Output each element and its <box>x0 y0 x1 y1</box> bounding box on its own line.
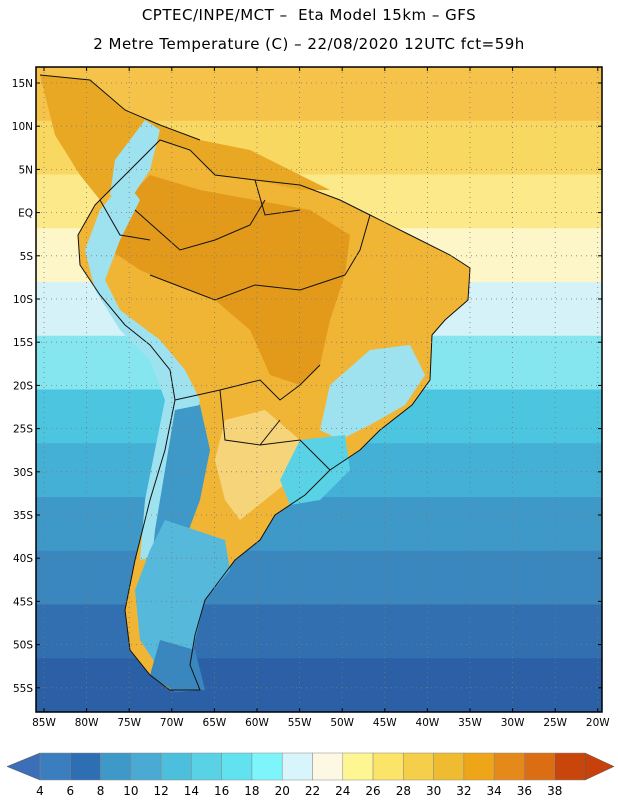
colorbar-label: 22 <box>305 784 320 798</box>
lat-label: 10S <box>13 294 33 306</box>
lon-label: 20W <box>586 717 610 729</box>
patagonia-cold <box>135 520 230 670</box>
colorbar-label: 6 <box>66 784 74 798</box>
south-paler-region <box>215 410 300 520</box>
tierra-del-fuego <box>150 640 205 692</box>
colorbar-arrow-left <box>6 752 41 781</box>
colorbar-label: 12 <box>153 784 168 798</box>
lon-label: 70W <box>160 717 184 729</box>
colorbar-label: 8 <box>97 784 105 798</box>
colorbar-label: 16 <box>214 784 229 798</box>
colorbar-swatch <box>372 752 404 781</box>
chart-title-line-2: 2 Metre Temperature (C) – 22/08/2020 12U… <box>93 35 525 53</box>
colorbar-swatch <box>433 752 465 781</box>
lon-label: 60W <box>245 717 269 729</box>
lat-label: 10N <box>12 121 33 133</box>
colorbar-swatch <box>342 752 374 781</box>
ocean-band <box>36 604 602 660</box>
colorbar-swatch <box>70 752 101 781</box>
colorbar-swatch <box>130 752 162 781</box>
longitude-labels: 85W 80W 75W 70W 65W 60W 55W 50W 45W 40W 35W 30W 25W 2… <box>32 717 610 729</box>
lon-label: 25W <box>543 717 567 729</box>
lon-label: 30W <box>501 717 525 729</box>
ocean-band <box>36 658 602 712</box>
colorbar-swatch <box>312 752 344 781</box>
colorbar-swatch <box>251 752 283 781</box>
colorbar-label: 28 <box>396 784 411 798</box>
ocean-band <box>36 497 602 552</box>
lon-label: 50W <box>330 717 354 729</box>
colorbar: 4 6 8 10 12 14 16 18 20 22 24 26 28 30 32 34 36 38 <box>6 752 615 798</box>
lat-label: EQ <box>18 208 33 220</box>
colorbar-swatch <box>554 752 586 781</box>
country-borders <box>39 74 471 691</box>
colorbar-swatch <box>493 752 525 781</box>
lon-label: 75W <box>117 717 141 729</box>
lat-label: 30S <box>13 467 33 479</box>
lat-label: 20S <box>13 380 33 392</box>
colorbar-label: 32 <box>456 784 471 798</box>
colorbar-label: 38 <box>547 784 562 798</box>
lon-label: 35W <box>458 717 482 729</box>
colorbar-label: 30 <box>426 784 441 798</box>
colorbar-label: 10 <box>123 784 138 798</box>
colorbar-label: 24 <box>335 784 350 798</box>
lat-label: 5S <box>20 251 34 263</box>
colorbar-swatch <box>403 752 434 781</box>
colorbar-swatch <box>524 752 555 781</box>
chart-title-line-1: CPTEC/INPE/MCT – Eta Model 15km – GFS <box>141 6 477 24</box>
colorbar-label: 36 <box>517 784 532 798</box>
colorbar-swatch <box>191 752 222 781</box>
colombia-highlands <box>110 120 160 200</box>
lon-label: 65W <box>203 717 227 729</box>
lat-label: 15S <box>13 337 33 349</box>
lat-label: 50S <box>13 640 33 652</box>
lat-label: 15N <box>12 78 33 90</box>
south-brazil-cool <box>280 435 350 505</box>
lat-label: 5N <box>18 164 33 176</box>
ocean-band <box>36 550 602 606</box>
colorbar-swatch <box>463 752 495 781</box>
lon-label: 85W <box>32 717 56 729</box>
northern-coast-land <box>40 75 330 200</box>
lon-label: 40W <box>416 717 440 729</box>
colorbar-arrow-right <box>584 752 615 781</box>
colorbar-label: 20 <box>275 784 290 798</box>
colorbar-swatch <box>100 752 132 781</box>
latitude-labels: 15N 10N 5N EQ 5S 10S 15S 20S 25S 30S 35S 40S 45S 50S 5… <box>12 78 34 695</box>
colorbar-swatch <box>160 752 192 781</box>
colorbar-label: 4 <box>36 784 44 798</box>
lat-label: 25S <box>13 424 33 436</box>
southeast-highlands-cool <box>320 345 425 440</box>
colorbar-swatch <box>221 752 253 781</box>
map-frame <box>35 66 603 713</box>
colorbar-label: 34 <box>487 784 502 798</box>
colorbar-swatch <box>39 752 71 781</box>
colorbar-label: 26 <box>365 784 380 798</box>
land-mass <box>40 75 470 692</box>
lat-label: 45S <box>13 596 33 608</box>
lon-label: 55W <box>288 717 312 729</box>
lat-label: 35S <box>13 510 33 522</box>
lon-label: 45W <box>373 717 397 729</box>
colorbar-label: 18 <box>244 784 259 798</box>
colorbar-label: 14 <box>184 784 199 798</box>
lat-label: 55S <box>13 683 33 695</box>
lat-label: 40S <box>13 553 33 565</box>
lon-label: 80W <box>75 717 99 729</box>
axis-ticks <box>36 67 602 712</box>
amazon-hot-region <box>110 175 350 385</box>
colorbar-swatch <box>281 752 313 781</box>
